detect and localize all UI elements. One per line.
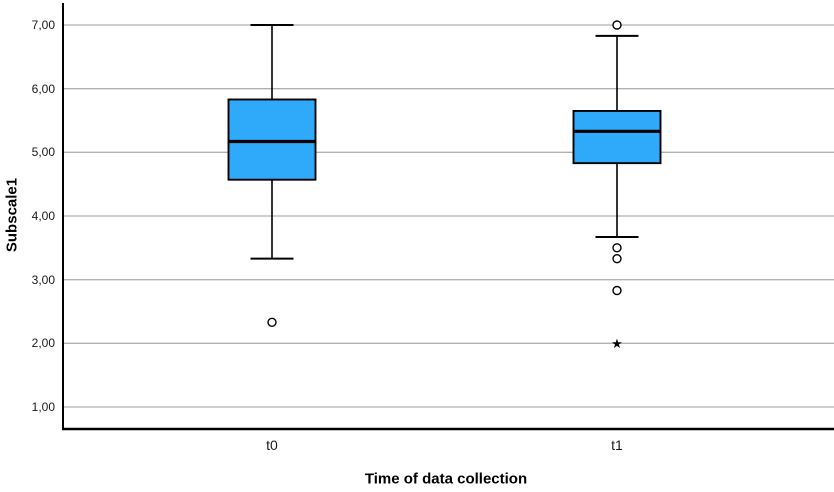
- x-category-label: t1: [611, 437, 623, 453]
- circle-outlier: [612, 253, 622, 264]
- box: [572, 109, 662, 165]
- x-axis-title: Time of data collection: [364, 470, 528, 488]
- y-tick-label: 3,00: [31, 272, 55, 287]
- circle-outlier: [612, 20, 622, 30]
- circle-outlier: [612, 285, 622, 296]
- circle-outlier: [267, 317, 277, 328]
- star-extreme: ★: [611, 336, 623, 351]
- y-tick-label: 2,00: [31, 336, 55, 351]
- y-tick-label: 6,00: [31, 81, 55, 96]
- y-tick-label: 1,00: [31, 400, 55, 414]
- box: [227, 98, 317, 181]
- y-tick-label: 4,00: [31, 208, 55, 223]
- y-tick-label: 5,00: [31, 145, 55, 160]
- x-category-label: t0: [266, 437, 278, 453]
- circle-outlier: [612, 243, 622, 253]
- y-tick-label: 7,00: [31, 17, 55, 32]
